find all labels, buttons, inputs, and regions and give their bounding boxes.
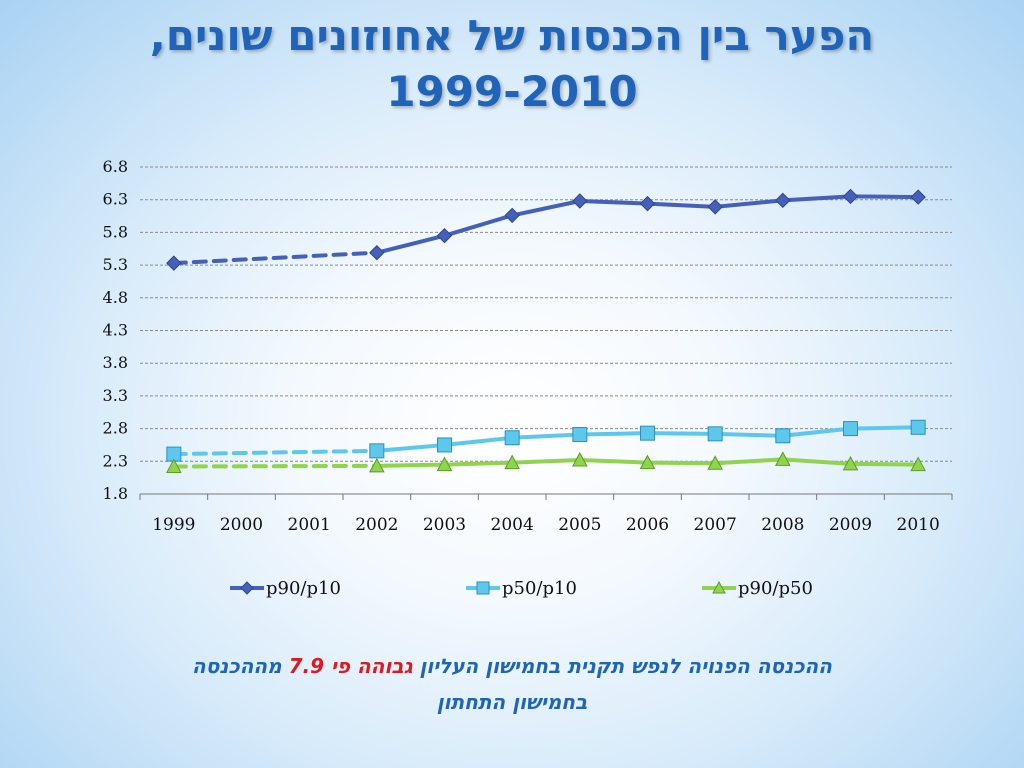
data-point bbox=[639, 454, 656, 470]
data-point bbox=[437, 437, 452, 453]
x-tick-label: 2001 bbox=[288, 515, 331, 535]
data-point bbox=[842, 455, 859, 471]
data-point bbox=[775, 428, 791, 444]
data-point bbox=[910, 189, 926, 205]
title-line-1: הפער בין הכנסות של אחוזונים שונים, bbox=[149, 11, 875, 60]
x-tick-label: 2009 bbox=[829, 515, 872, 535]
data-point bbox=[910, 419, 926, 435]
data-point bbox=[504, 430, 520, 446]
data-point bbox=[842, 188, 859, 205]
data-point bbox=[910, 456, 927, 472]
caption-number: 7.9 bbox=[288, 654, 325, 678]
y-tick-label: 6.3 bbox=[103, 190, 128, 209]
slide-title: הפער בין הכנסות של אחוזונים שונים, 1999-… bbox=[20, 8, 1004, 120]
data-point bbox=[639, 195, 656, 212]
y-tick-label: 5.8 bbox=[103, 222, 128, 241]
y-tick-label: 3.3 bbox=[103, 386, 128, 405]
x-tick-label: 2007 bbox=[694, 515, 737, 535]
series-line-dashed bbox=[171, 463, 379, 469]
data-point bbox=[436, 227, 453, 244]
data-point bbox=[571, 451, 588, 467]
data-point bbox=[707, 426, 723, 442]
y-tick-label: 2.3 bbox=[103, 451, 128, 470]
x-tick-label: 2005 bbox=[558, 515, 601, 535]
data-point bbox=[504, 454, 521, 470]
x-tick-label: 2003 bbox=[423, 515, 466, 535]
caption-highlight: גבוהה פי bbox=[331, 654, 413, 678]
caption-text-1: ההכנסה הפנויה לנפש תקנית בחמישון העליון bbox=[419, 654, 833, 678]
y-tick-label: 4.8 bbox=[103, 288, 128, 307]
legend-label: p90/p50 bbox=[738, 578, 813, 599]
legend-marker bbox=[240, 581, 254, 595]
x-tick-label: 2004 bbox=[491, 515, 534, 535]
legend-label: p50/p10 bbox=[502, 578, 577, 599]
data-point bbox=[369, 244, 385, 261]
series-line-dashed bbox=[171, 250, 379, 266]
data-point bbox=[775, 192, 791, 209]
y-tick-label: 5.3 bbox=[103, 255, 128, 274]
x-tick-label: 2002 bbox=[355, 515, 398, 535]
data-point bbox=[843, 421, 858, 437]
caption-text-2: מההכנסה bbox=[191, 654, 282, 678]
legend-label: p90/p10 bbox=[266, 578, 341, 599]
data-point bbox=[707, 455, 724, 470]
line-chart: 1.8 2.3 2.8 3.3 3.8 4.3 4.8 5.3 5.8 6.3 6.8 1999 200… bbox=[103, 157, 953, 599]
series-line-dashed bbox=[171, 448, 379, 457]
data-point bbox=[368, 457, 385, 473]
slide-caption: ההכנסה הפנויה לנפש תקנית בחמישון העליון … bbox=[40, 648, 984, 720]
y-tick-label: 3.8 bbox=[103, 353, 128, 372]
data-point bbox=[640, 425, 655, 441]
x-tick-label: 1999 bbox=[152, 515, 195, 535]
data-point bbox=[165, 458, 182, 474]
data-point bbox=[504, 207, 520, 224]
data-point bbox=[369, 443, 385, 459]
y-tick-label: 2.8 bbox=[103, 419, 128, 438]
data-point bbox=[572, 193, 588, 209]
data-point bbox=[572, 426, 588, 442]
data-point bbox=[436, 456, 453, 472]
x-tick-label: 2000 bbox=[220, 515, 263, 535]
data-point bbox=[774, 451, 791, 466]
caption-text-3: בחמישון התחתון bbox=[436, 690, 588, 714]
data-point bbox=[707, 199, 723, 215]
title-line-2: 1999-2010 bbox=[386, 67, 638, 116]
data-point bbox=[166, 255, 182, 271]
legend-marker bbox=[476, 581, 490, 595]
y-tick-label: 4.3 bbox=[103, 321, 128, 340]
legend-marker bbox=[712, 580, 726, 594]
x-tick-label: 2010 bbox=[897, 515, 940, 535]
x-tick-label: 2006 bbox=[626, 515, 669, 535]
y-tick-label: 1.8 bbox=[103, 484, 128, 503]
y-tick-label: 6.8 bbox=[103, 157, 128, 176]
x-tick-label: 2008 bbox=[761, 515, 804, 535]
